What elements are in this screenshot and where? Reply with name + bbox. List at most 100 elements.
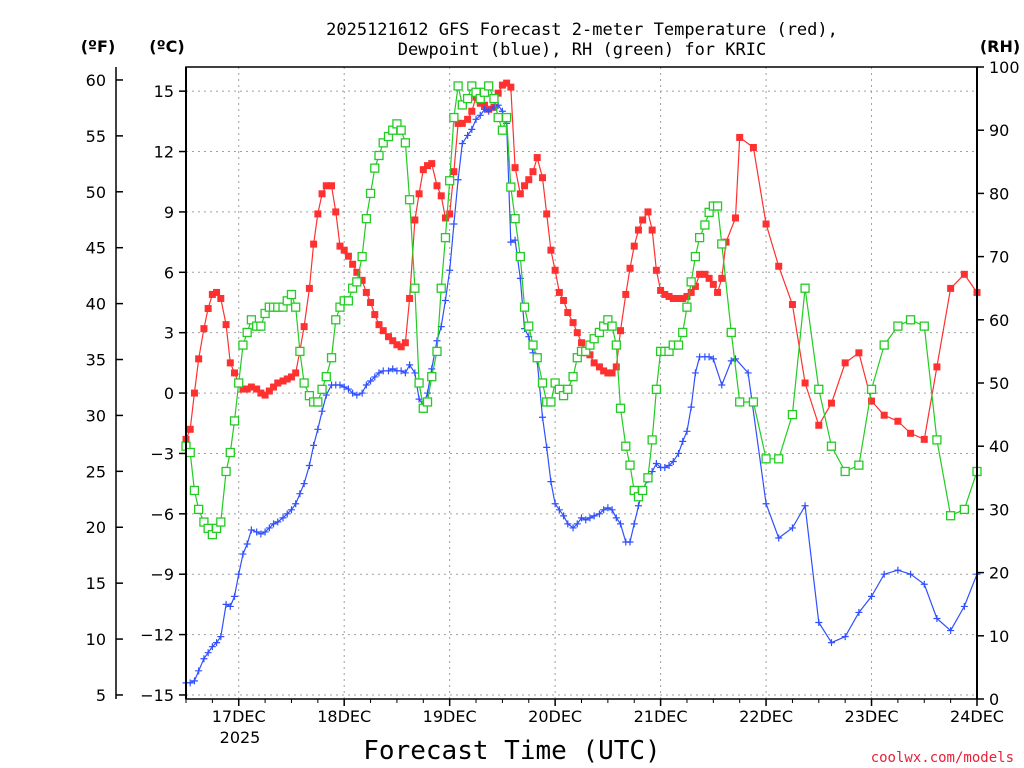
rh-point	[445, 176, 455, 186]
dewpoint-point	[213, 639, 221, 647]
rh-tick-label: 30	[989, 500, 1009, 519]
dewpoint-point	[634, 502, 642, 510]
temperature-point	[226, 359, 234, 367]
fahrenheit-tick-label: 50	[86, 183, 106, 202]
temperature-point	[907, 429, 915, 437]
dewpoint-point	[362, 381, 370, 389]
temperature-point	[222, 321, 230, 329]
temperature-point	[287, 373, 295, 381]
dewpoint-point	[305, 462, 313, 470]
dewpoint-point	[744, 369, 752, 377]
dewpoint-point	[841, 633, 849, 641]
dewpoint-point	[247, 526, 255, 534]
rh-point	[361, 214, 371, 224]
temperature-point	[665, 292, 673, 300]
rh-tick-label: 90	[989, 121, 1009, 140]
temperature-point	[446, 210, 454, 218]
rh-point	[647, 435, 657, 445]
rh-point	[286, 289, 297, 300]
temperature-point	[687, 288, 695, 296]
credit-text: coolwx.com/models	[871, 750, 1014, 766]
temperature-point	[525, 176, 533, 184]
temperature-point	[411, 216, 419, 224]
rh-point	[229, 416, 240, 426]
rh-tick-label: 80	[989, 184, 1009, 203]
rh-point	[370, 163, 380, 173]
rh-point	[493, 112, 503, 123]
rh-point	[589, 334, 599, 344]
rh-point	[537, 378, 548, 388]
rh-point	[321, 372, 331, 382]
rh-tick-label: 70	[989, 248, 1009, 267]
dewpoint-point	[344, 385, 352, 393]
temperature-point	[933, 363, 941, 371]
rh-point	[326, 353, 337, 363]
temperature-point	[261, 391, 269, 399]
dewpoint-point	[600, 506, 608, 514]
rh-point	[625, 460, 635, 470]
rh-point	[234, 378, 244, 388]
temperature-point	[731, 214, 739, 222]
temperature-point	[358, 276, 366, 284]
temperature-point	[683, 292, 691, 300]
x-tick-label: 22DEC	[739, 707, 793, 726]
rh-point	[615, 403, 626, 413]
rh-point	[735, 397, 745, 407]
dewpoint-point	[880, 570, 888, 578]
rh-point	[185, 447, 195, 458]
dewpoint-point	[709, 355, 717, 363]
dewpoint-point	[775, 534, 783, 542]
dewpoint-point	[679, 437, 687, 445]
rh-point	[449, 112, 459, 123]
dewpoint-point	[367, 377, 375, 385]
dewpoint-point	[705, 353, 713, 361]
temperature-point	[569, 319, 577, 327]
temperature-point	[340, 246, 348, 254]
dewpoint-point	[661, 464, 669, 472]
rh-point	[462, 93, 473, 104]
temperature-point	[314, 210, 322, 218]
rh-point	[563, 384, 573, 394]
temperature-point	[709, 280, 717, 288]
dewpoint-point	[195, 667, 203, 675]
dewpoint-point	[454, 176, 462, 184]
dewpoint-point	[543, 443, 551, 451]
dewpoint-point	[204, 649, 212, 657]
temperature-point	[578, 339, 585, 347]
rh-point	[673, 340, 684, 350]
rh-point	[651, 384, 662, 394]
temperature-point	[310, 240, 318, 248]
temperature-point	[801, 379, 809, 387]
dewpoint-point	[441, 296, 449, 304]
temperature-point	[827, 399, 835, 407]
dewpoint-point	[384, 367, 392, 375]
temperature-point	[393, 341, 401, 349]
temperature-point	[551, 266, 559, 274]
x-axis-title: Forecast Time (UTC)	[363, 736, 660, 766]
dewpoint-point	[788, 524, 796, 532]
fahrenheit-tick-label: 40	[86, 295, 106, 314]
rh-point	[331, 315, 341, 325]
temperature-point	[644, 208, 652, 216]
rh-point	[221, 466, 231, 477]
rh-point	[700, 220, 710, 230]
rh-point	[879, 340, 889, 350]
temperature-point	[239, 385, 247, 393]
dewpoint-point	[560, 512, 568, 520]
rh-point	[440, 232, 451, 243]
temperature-point	[714, 288, 722, 296]
dewpoint-point	[555, 506, 563, 514]
dewpoint-point	[424, 389, 432, 397]
dewpoint-point	[397, 367, 405, 375]
rh-point	[299, 378, 309, 388]
fahrenheit-tick-label: 45	[86, 239, 106, 258]
dewpoint-point	[270, 520, 278, 528]
dewpoint-point	[485, 107, 493, 115]
temperature-point	[855, 349, 863, 357]
rh-tick-label: 40	[989, 437, 1009, 456]
rh-point	[919, 321, 929, 331]
series-layer	[181, 79, 982, 687]
temperature-point	[507, 83, 515, 91]
dewpoint-point	[538, 413, 546, 421]
temperature-point	[397, 343, 405, 351]
